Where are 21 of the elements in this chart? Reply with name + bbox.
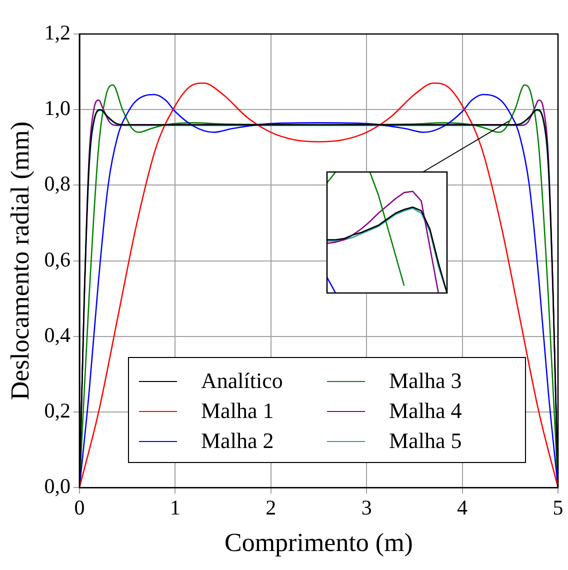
legend-label: Malha 4: [389, 398, 462, 424]
y-tick-label: 0,2: [44, 398, 70, 423]
legend-label: Analítico: [201, 368, 283, 394]
y-axis-title: Deslocamento radial (mm): [5, 121, 34, 400]
y-tick-label: 1,2: [44, 20, 70, 45]
legend-label: Malha 3: [389, 368, 462, 394]
x-tick-label: 2: [266, 496, 276, 520]
x-tick-label: 3: [361, 496, 372, 520]
y-tick-label: 0,0: [44, 474, 70, 498]
y-tick-label: 0,4: [44, 322, 71, 347]
x-tick-label: 0: [74, 496, 85, 520]
y-tick-label: 1,0: [44, 96, 70, 120]
y-tick-label: 0,6: [44, 247, 70, 272]
legend-label: Malha 1: [201, 398, 274, 424]
x-axis-title: Comprimento (m): [224, 528, 413, 558]
legend-label: Malha 2: [201, 428, 274, 454]
x-tick-label: 5: [552, 496, 564, 520]
x-tick-label: 4: [457, 496, 468, 520]
legend-label: Malha 5: [389, 428, 462, 454]
y-tick-label: 0,8: [44, 172, 70, 196]
x-tick-label: 1: [170, 496, 180, 520]
